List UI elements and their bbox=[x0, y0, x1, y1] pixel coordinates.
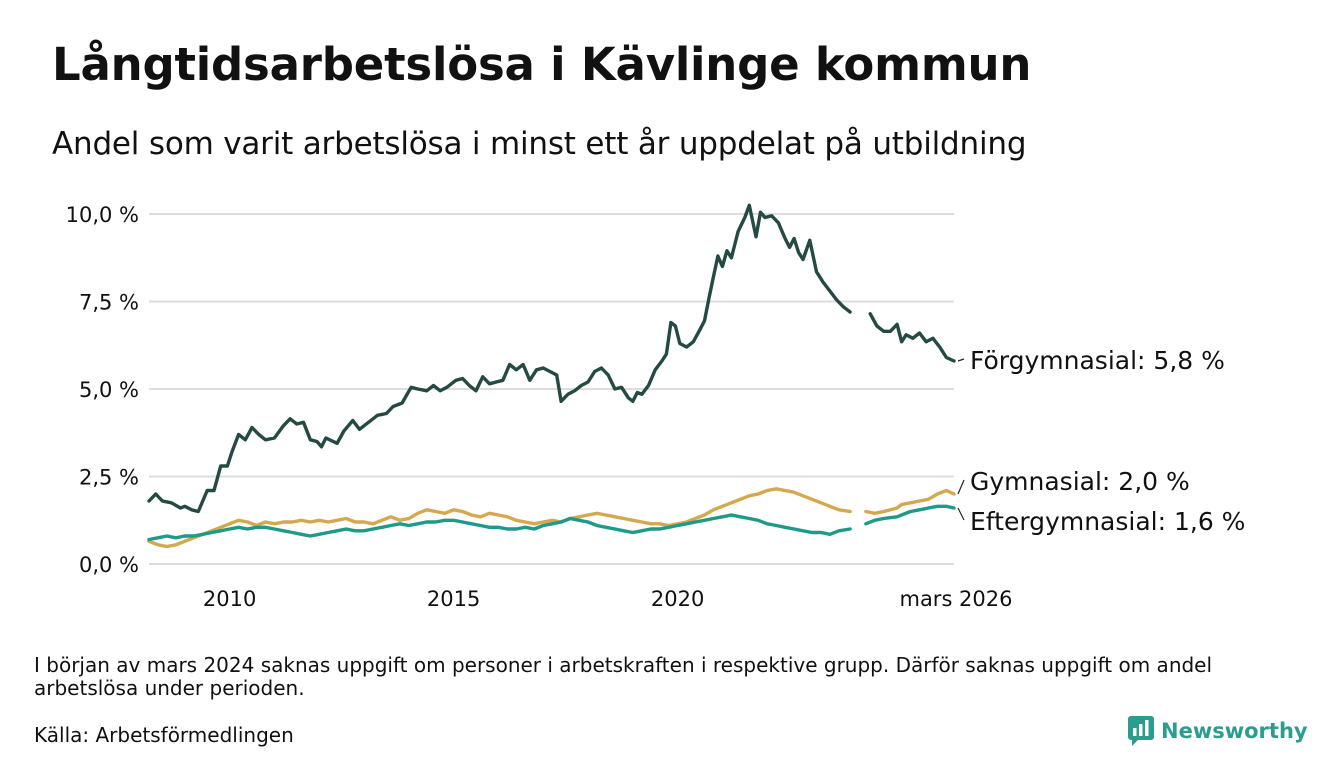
y-tick-label: 2,5 % bbox=[79, 466, 139, 490]
y-tick-label: 0,0 % bbox=[79, 553, 139, 577]
series-line-gymnasial bbox=[147, 487, 852, 549]
x-tick-label: mars 2026 bbox=[899, 587, 1012, 611]
newsworthy-icon bbox=[1128, 716, 1154, 746]
label-leader-line bbox=[957, 358, 965, 362]
chart-title: Långtidsarbetslösa i Kävlinge kommun bbox=[52, 38, 1032, 91]
series-line-eftergymnasial bbox=[864, 504, 956, 526]
series-label-förgymnasial: Förgymnasial: 5,8 % bbox=[970, 346, 1225, 375]
brand-name: Newsworthy bbox=[1161, 719, 1308, 743]
y-tick-label: 10,0 % bbox=[66, 203, 139, 227]
x-tick-label: 2010 bbox=[203, 587, 256, 611]
series-line-förgymnasial bbox=[868, 312, 956, 363]
footnote: I början av mars 2024 saknas uppgift om … bbox=[34, 653, 1213, 700]
series-label-gymnasial: Gymnasial: 2,0 % bbox=[970, 467, 1190, 496]
newsworthy-logo: Newsworthy bbox=[1128, 716, 1308, 746]
y-tick-label: 5,0 % bbox=[79, 378, 139, 402]
x-tick-label: 2020 bbox=[651, 587, 704, 611]
series-line-förgymnasial bbox=[147, 203, 852, 514]
series-label-eftergymnasial: Eftergymnasial: 1,6 % bbox=[970, 507, 1245, 536]
label-leader-line bbox=[957, 479, 965, 495]
series-line-gymnasial bbox=[864, 488, 956, 515]
y-tick-label: 7,5 % bbox=[79, 291, 139, 315]
source-text: Källa: Arbetsförmedlingen bbox=[34, 723, 294, 747]
x-tick-label: 2015 bbox=[427, 587, 480, 611]
series-line-eftergymnasial bbox=[147, 513, 852, 542]
line-chart: 0,0 % 2,5 % 5,0 % 7,5 % 10,0 % 2010 2015 2020 m… bbox=[66, 203, 1246, 611]
label-leader-line bbox=[957, 507, 965, 521]
chart-subtitle: Andel som varit arbetslösa i minst ett å… bbox=[52, 126, 1027, 162]
